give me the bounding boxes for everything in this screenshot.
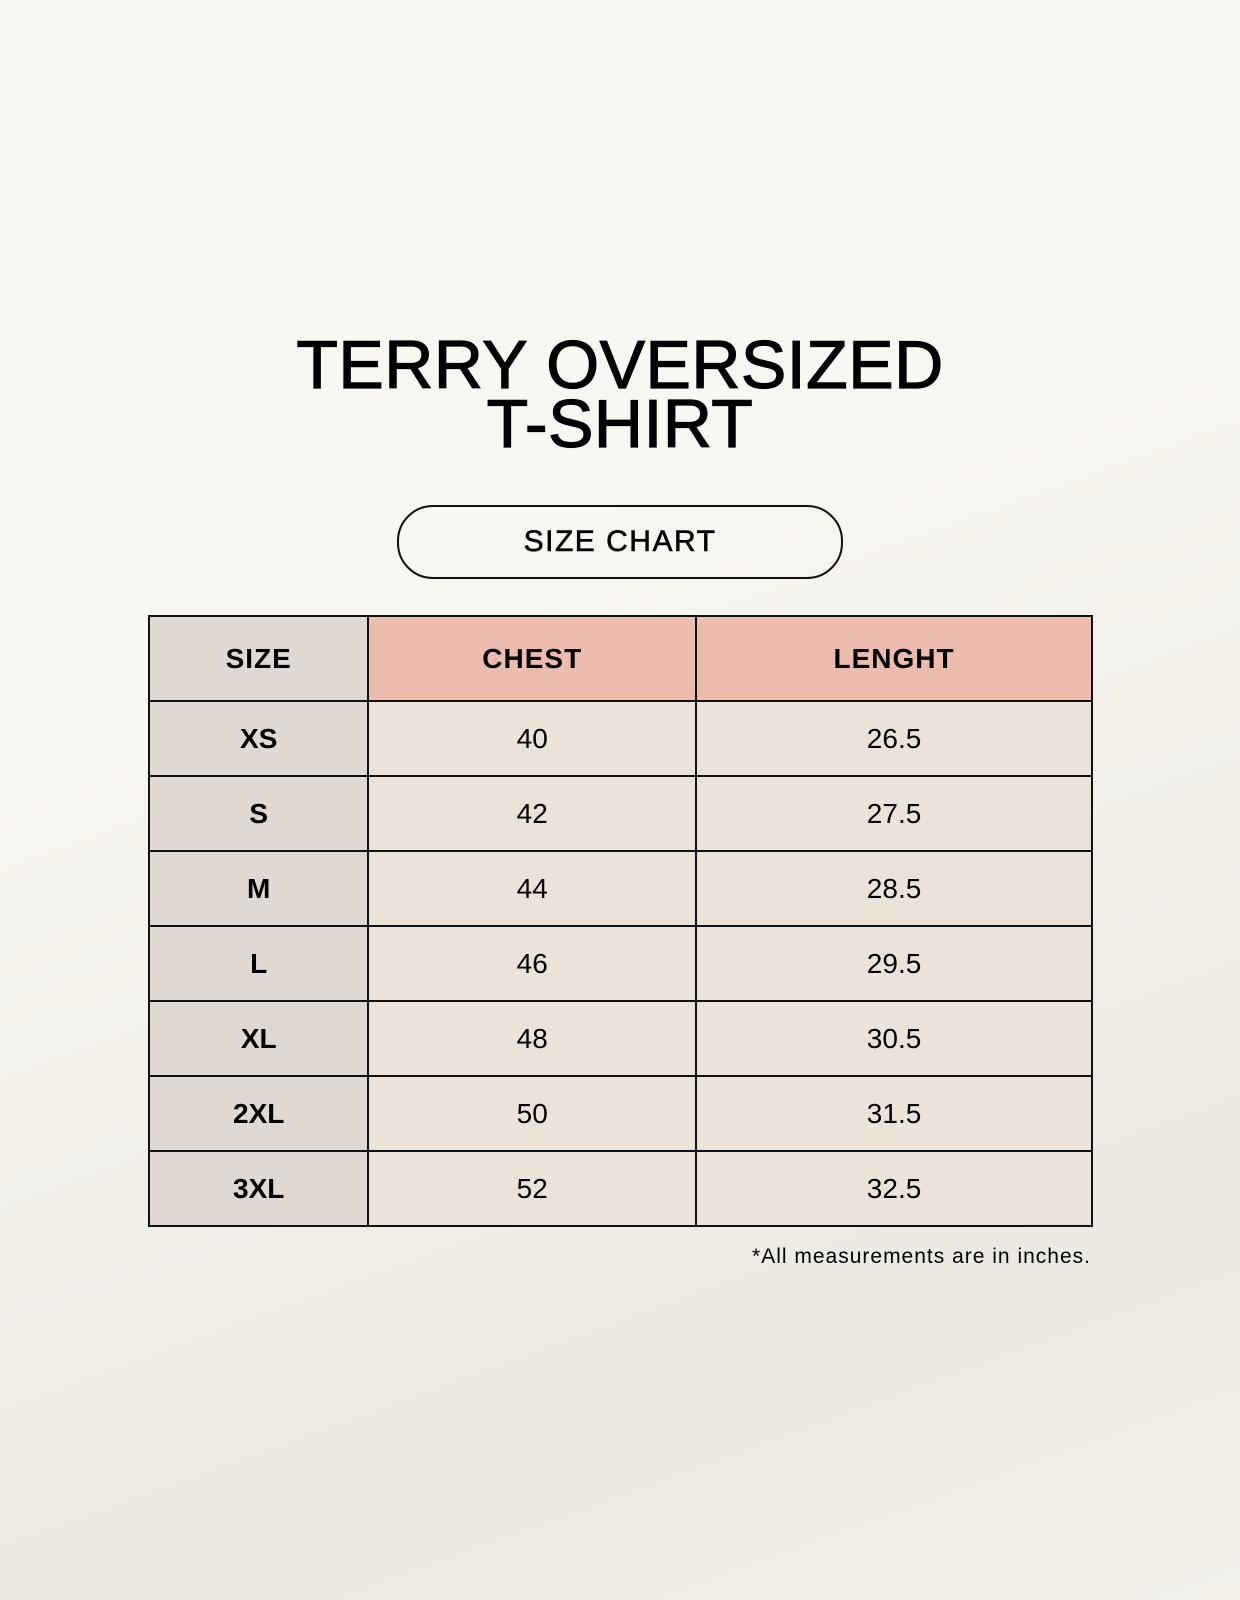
cell-size: 3XL <box>147 1150 370 1227</box>
cell-chest: 40 <box>367 700 698 777</box>
cell-length: 27.5 <box>695 775 1093 852</box>
cell-size: 2XL <box>147 1075 370 1152</box>
table-row: 2XL 50 31.5 <box>147 1075 1093 1152</box>
header-size: SIZE <box>147 615 370 702</box>
table-row: XL 48 30.5 <box>147 1000 1093 1077</box>
cell-length: 26.5 <box>695 700 1093 777</box>
cell-size: XS <box>147 700 370 777</box>
table-row: L 46 29.5 <box>147 925 1093 1002</box>
table-row: XS 40 26.5 <box>147 700 1093 777</box>
table-row: 3XL 52 32.5 <box>147 1150 1093 1227</box>
cell-length: 29.5 <box>695 925 1093 1002</box>
cell-chest: 50 <box>367 1075 698 1152</box>
title-line-2: T-SHIRT <box>486 386 754 462</box>
table-header-row: SIZE CHEST LENGHT <box>147 615 1093 702</box>
cell-length: 30.5 <box>695 1000 1093 1077</box>
cell-length: 32.5 <box>695 1150 1093 1227</box>
cell-size: L <box>147 925 370 1002</box>
cell-chest: 46 <box>367 925 698 1002</box>
cell-size: M <box>147 850 370 927</box>
cell-chest: 48 <box>367 1000 698 1077</box>
header-chest: CHEST <box>367 615 698 702</box>
cell-length: 31.5 <box>695 1075 1093 1152</box>
size-table: SIZE CHEST LENGHT XS 40 26.5 S 42 27.5 M 44 28.5… <box>147 615 1093 1227</box>
cell-chest: 44 <box>367 850 698 927</box>
page-title: TERRY OVERSIZED T-SHIRT <box>0 327 1240 462</box>
table-row: M 44 28.5 <box>147 850 1093 927</box>
header-length: LENGHT <box>695 615 1093 702</box>
cell-size: S <box>147 775 370 852</box>
title-line-1: TERRY OVERSIZED <box>296 327 944 403</box>
cell-size: XL <box>147 1000 370 1077</box>
footnote: *All measurements are in inches. <box>752 1245 1091 1268</box>
cell-chest: 52 <box>367 1150 698 1227</box>
table-row: S 42 27.5 <box>147 775 1093 852</box>
cell-chest: 42 <box>367 775 698 852</box>
cell-length: 28.5 <box>695 850 1093 927</box>
size-chart-label: SIZE CHART <box>397 505 843 579</box>
